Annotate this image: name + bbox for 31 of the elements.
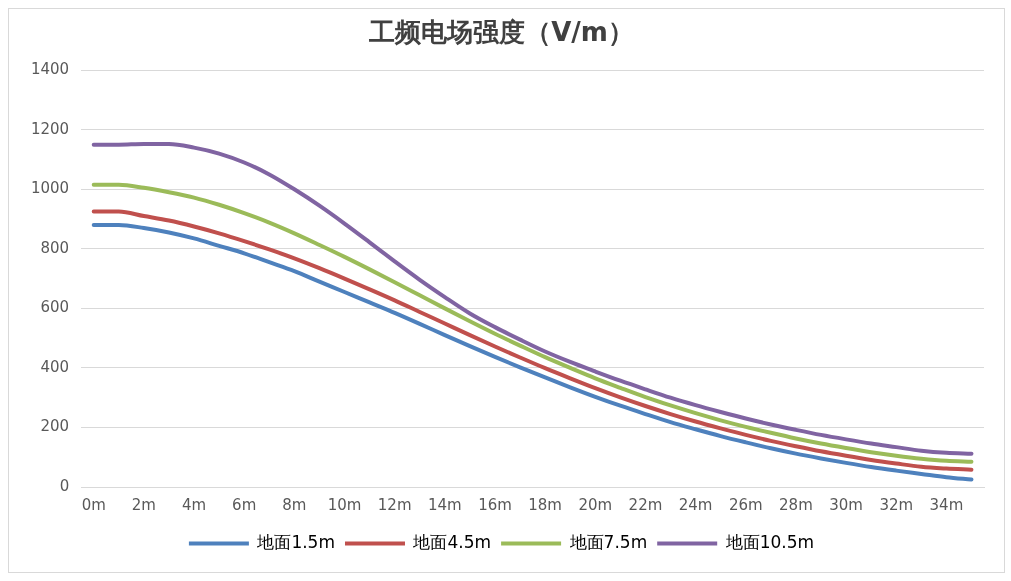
- chart-title: 工频电场强度（V/m）: [368, 17, 634, 48]
- x-tick-label: 32m: [879, 495, 914, 514]
- x-tick-label: 6m: [232, 495, 257, 514]
- y-tick-label: 1400: [30, 60, 70, 79]
- legend-label: 地面10.5m: [724, 531, 815, 552]
- x-tick-label: 8m: [282, 495, 307, 514]
- y-tick-label: 200: [40, 417, 70, 436]
- x-tick-label: 24m: [678, 495, 713, 514]
- x-tick-label: 34m: [929, 495, 964, 514]
- x-tick-label: 30m: [829, 495, 863, 514]
- x-tick-label: 16m: [478, 495, 512, 514]
- y-tick-label: 400: [40, 357, 70, 376]
- legend-label: 地面4.5m: [412, 531, 492, 552]
- x-tick-label: 10m: [327, 495, 362, 514]
- y-tick-label: 600: [40, 298, 70, 317]
- y-tick-label: 0: [59, 476, 70, 495]
- x-tick-label: 14m: [427, 495, 462, 514]
- x-tick-label: 12m: [377, 495, 412, 514]
- x-tick-label: 20m: [578, 495, 613, 514]
- x-tick-label: 26m: [728, 495, 763, 514]
- y-tick-label: 800: [40, 238, 70, 257]
- y-tick-label: 1000: [30, 179, 70, 198]
- y-tick-label: 1200: [30, 119, 70, 138]
- x-tick-label: 22m: [628, 495, 663, 514]
- legend-label: 地面1.5m: [256, 531, 336, 552]
- x-tick-label: 4m: [181, 495, 207, 514]
- legend-label: 地面7.5m: [568, 531, 648, 552]
- x-tick-label: 2m: [131, 495, 156, 514]
- x-tick-label: 18m: [528, 495, 562, 514]
- x-tick-label: 0m: [81, 495, 106, 514]
- x-tick-label: 28m: [779, 495, 813, 514]
